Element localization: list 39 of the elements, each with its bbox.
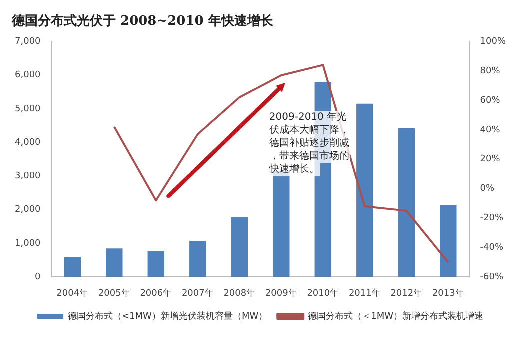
bar: [64, 257, 81, 278]
y-tick-label: 3,000: [15, 172, 42, 182]
y-tick-label: 6,000: [15, 70, 42, 81]
x-tick-label: 2008年: [224, 288, 256, 299]
y2-tick-label: 80%: [480, 66, 501, 76]
y-tick-label: 2,000: [15, 205, 42, 216]
bar: [398, 128, 415, 278]
x-tick-label: 2006年: [140, 288, 172, 299]
y-tick-label: 1,000: [15, 238, 42, 249]
y-tick-label: 0: [35, 272, 42, 283]
y-tick-label: 5,000: [15, 104, 42, 114]
x-tick-label: 2012年: [390, 288, 423, 299]
legend-label: 德国分布式（＜1MW）新增分布式装机增速: [308, 310, 484, 322]
y2-tick-label: 20%: [480, 154, 501, 165]
x-tick-label: 2004年: [56, 288, 89, 299]
y2-tick-label: -40%: [480, 243, 504, 254]
bar: [148, 250, 164, 278]
bar: [106, 248, 123, 278]
legend-label: 德国分布式（<1MW）新增光伏装机容量（MW）: [68, 310, 268, 322]
bar: [440, 206, 457, 278]
x-tick-label: 2011年: [348, 288, 381, 299]
annotation: 2009-2010 年光伏成本大幅下降，德国补贴逐步削减，带来德国市场的快速增长。: [268, 110, 350, 175]
y-tick-label: 4,000: [15, 138, 42, 148]
y2-tick-label: 100%: [480, 36, 506, 47]
y2-tick-label: -20%: [480, 214, 504, 224]
bar: [190, 241, 206, 278]
x-tick-label: 2009年: [265, 288, 298, 299]
chart-title: 德国分布式光伏于 2008~2010 年快速增长: [11, 13, 274, 30]
bar: [356, 104, 374, 278]
x-tick-label: 2005年: [98, 288, 130, 299]
x-tick-label: 2013年: [432, 288, 464, 299]
x-tick-label: 2007年: [182, 288, 214, 299]
y2-tick-label: -60%: [480, 272, 504, 283]
y2-tick-label: 60%: [480, 96, 501, 106]
bar: [231, 217, 248, 278]
y2-tick-label: 0%: [480, 184, 495, 194]
x-tick-label: 2010年: [307, 288, 340, 299]
y2-tick-label: 40%: [480, 125, 501, 136]
y-tick-label: 7,000: [15, 36, 42, 47]
